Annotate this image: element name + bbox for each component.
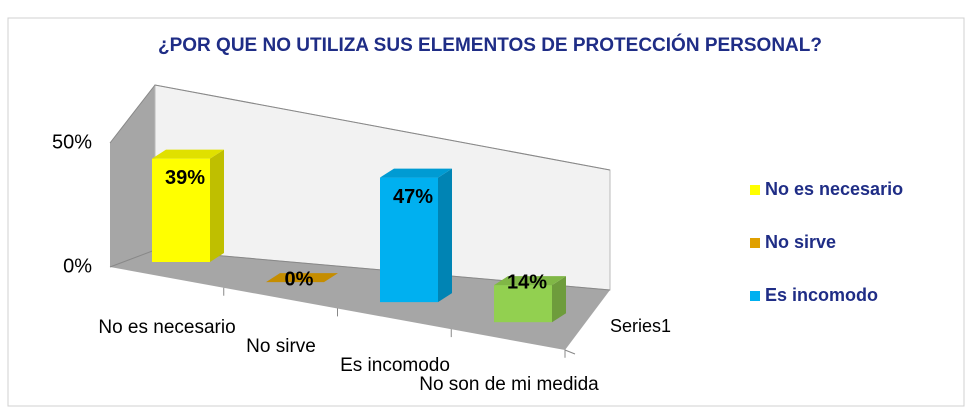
chart-title: ¿POR QUE NO UTILIZA SUS ELEMENTOS DE PRO…	[158, 35, 822, 56]
value-label: 0%	[285, 268, 314, 290]
legend-swatch	[750, 185, 760, 195]
bar	[152, 158, 210, 262]
bar-side	[210, 149, 224, 262]
x-tick-label: Es incomodo	[340, 355, 450, 376]
x-tick-label: No son de mi medida	[419, 374, 599, 395]
floor	[110, 250, 610, 350]
side-wall	[110, 85, 155, 267]
x-tick-label: No sirve	[246, 336, 316, 357]
bar-top	[266, 273, 338, 283]
bar-top	[494, 276, 566, 286]
legend-label: No es necesario	[765, 179, 903, 199]
bar-top	[380, 168, 452, 178]
bar	[380, 177, 438, 303]
value-label: 47%	[393, 186, 433, 208]
y-tick-label: 50%	[52, 131, 92, 153]
value-label: 14%	[507, 271, 547, 293]
series-label: Series1	[610, 316, 671, 336]
series-tick	[564, 349, 576, 355]
bar-side	[438, 168, 452, 303]
bar-top	[152, 149, 224, 159]
grid-line	[109, 84, 611, 171]
y-tick-label: 0%	[63, 255, 92, 277]
x-tick-label: No es necesario	[98, 317, 235, 338]
bar-side	[552, 276, 566, 323]
bar	[494, 285, 552, 323]
legend-label: No sirve	[765, 232, 836, 252]
legend-swatch	[750, 238, 760, 248]
legend-label: Es incomodo	[765, 285, 878, 305]
value-label: 39%	[165, 167, 205, 189]
legend-swatch	[750, 291, 760, 301]
